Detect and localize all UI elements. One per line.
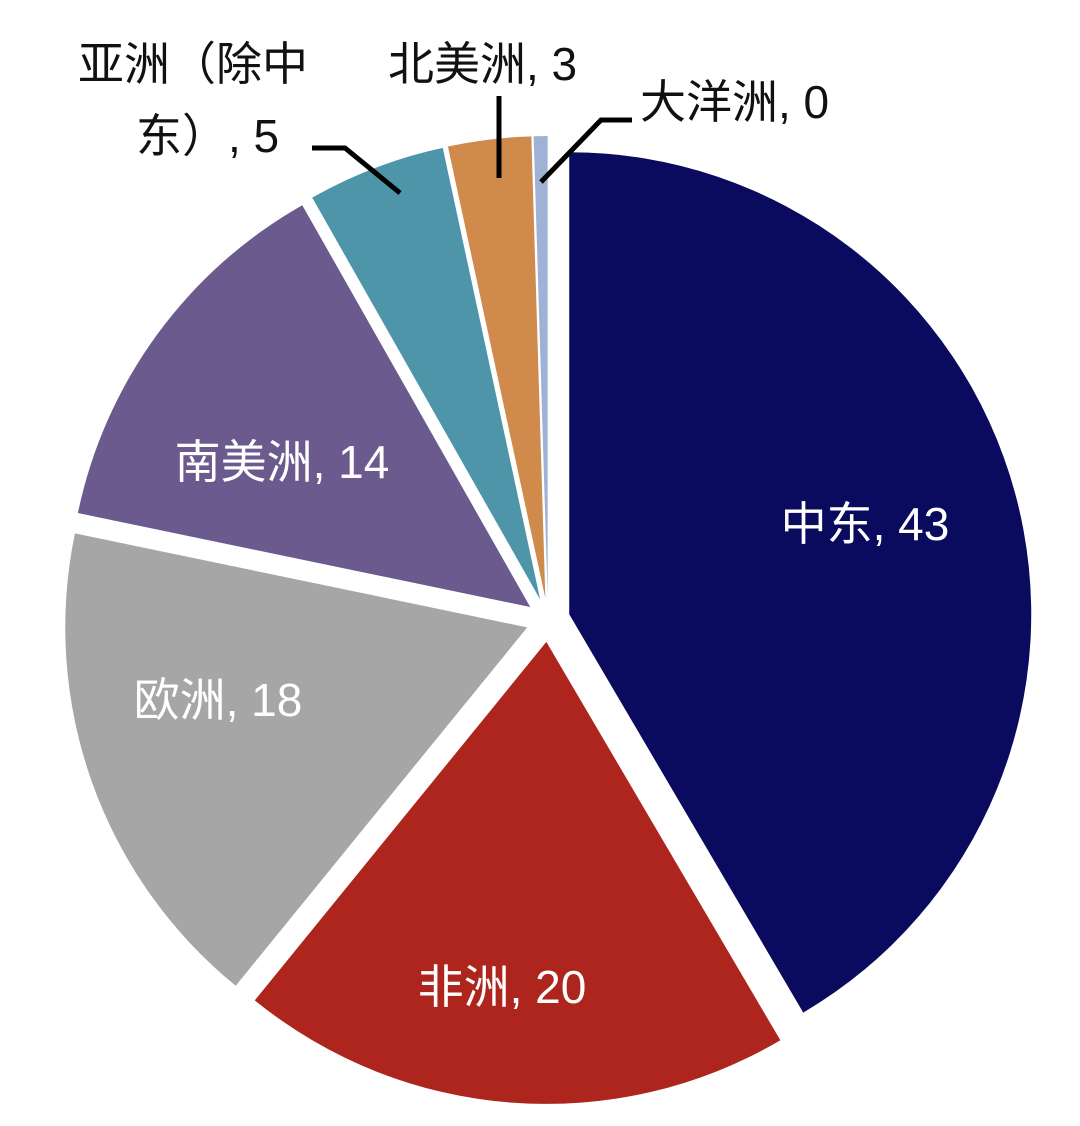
pie-slices <box>65 136 1032 1104</box>
pie-slice-4 <box>77 205 531 608</box>
slice-label-4: 南美洲, 14 <box>175 436 390 488</box>
pie-slice-5 <box>312 147 541 600</box>
pie-slice-2 <box>254 641 781 1104</box>
slice-label-5-line-2: 东）, 5 <box>136 110 279 162</box>
slice-label-5-line-1: 亚洲（除中 <box>78 38 308 90</box>
slice-label-1: 中东, 43 <box>781 498 950 550</box>
slice-labels: 中东, 43 非洲, 20 欧洲, 18 南美洲, 14 亚洲（除中东）, 5 北美洲, … <box>78 38 949 1013</box>
leader-line-asia <box>312 145 402 195</box>
slice-label-6: 北美洲, 3 <box>388 38 577 90</box>
pie-slice-7 <box>533 136 548 599</box>
pie-slice-3 <box>65 533 528 986</box>
slice-label-7: 大洋洲, 0 <box>640 76 829 128</box>
pie-slice-1 <box>569 152 1032 1013</box>
slice-label-2: 非洲, 20 <box>418 961 587 1013</box>
leader-lines <box>312 96 632 195</box>
slice-label-3: 欧洲, 18 <box>134 674 303 726</box>
pie-slice-6 <box>447 136 546 599</box>
leader-line-oceania <box>539 117 632 184</box>
